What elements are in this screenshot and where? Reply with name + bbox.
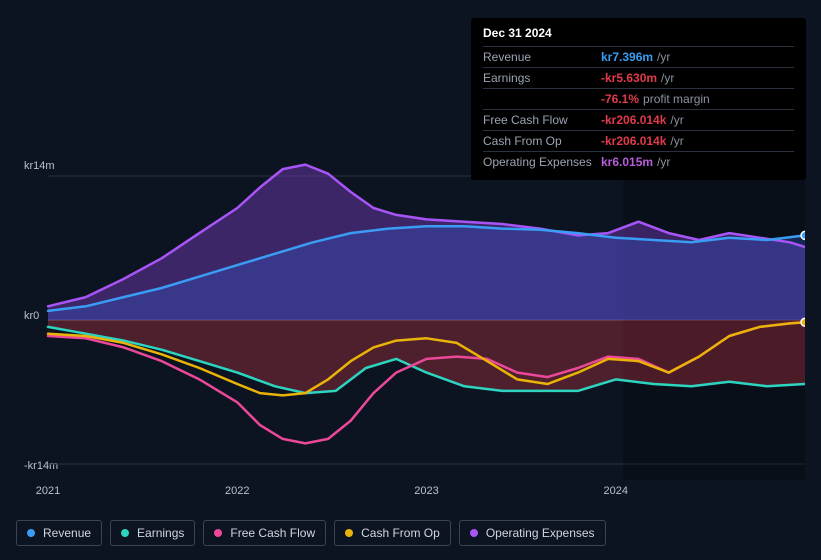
x-axis: 2021 2022 2023 2024 bbox=[16, 485, 805, 505]
legend-swatch bbox=[345, 529, 353, 537]
chart-tooltip: Dec 31 2024 Revenuekr7.396m/yrEarnings-k… bbox=[471, 18, 806, 180]
financial-chart[interactable] bbox=[16, 160, 805, 480]
legend-label: Revenue bbox=[43, 526, 91, 540]
legend-item[interactable]: Operating Expenses bbox=[459, 520, 606, 546]
chart-legend: Revenue Earnings Free Cash Flow Cash From O… bbox=[16, 520, 606, 546]
legend-swatch bbox=[121, 529, 129, 537]
tooltip-row-label: Free Cash Flow bbox=[483, 113, 601, 127]
tooltip-row: Cash From Op-kr206.014k/yr bbox=[483, 130, 794, 151]
tooltip-row-value: kr7.396m bbox=[601, 50, 653, 64]
tooltip-row-value: -76.1% bbox=[601, 92, 639, 106]
legend-item[interactable]: Earnings bbox=[110, 520, 195, 546]
tooltip-row-suffix: /yr bbox=[657, 155, 670, 169]
x-tick: 2024 bbox=[604, 485, 628, 497]
tooltip-row: Revenuekr7.396m/yr bbox=[483, 46, 794, 67]
tooltip-row-value: -kr206.014k bbox=[601, 134, 666, 148]
chart-svg bbox=[16, 160, 805, 480]
tooltip-title: Dec 31 2024 bbox=[483, 26, 794, 46]
legend-swatch bbox=[470, 529, 478, 537]
legend-swatch bbox=[27, 529, 35, 537]
x-tick: 2021 bbox=[36, 485, 60, 497]
tooltip-row-label: Earnings bbox=[483, 71, 601, 85]
legend-label: Free Cash Flow bbox=[230, 526, 315, 540]
tooltip-row: Free Cash Flow-kr206.014k/yr bbox=[483, 109, 794, 130]
tooltip-row-value: kr6.015m bbox=[601, 155, 653, 169]
tooltip-row: Earnings-kr5.630m/yr bbox=[483, 67, 794, 88]
legend-item[interactable]: Revenue bbox=[16, 520, 102, 546]
legend-item[interactable]: Free Cash Flow bbox=[203, 520, 326, 546]
legend-label: Cash From Op bbox=[361, 526, 440, 540]
legend-label: Earnings bbox=[137, 526, 184, 540]
legend-swatch bbox=[214, 529, 222, 537]
x-tick: 2022 bbox=[225, 485, 249, 497]
tooltip-row: -76.1% profit margin bbox=[483, 88, 794, 109]
legend-item[interactable]: Cash From Op bbox=[334, 520, 451, 546]
tooltip-rows: Revenuekr7.396m/yrEarnings-kr5.630m/yr-7… bbox=[483, 46, 794, 172]
tooltip-row-suffix: /yr bbox=[657, 50, 670, 64]
tooltip-row-label: Revenue bbox=[483, 50, 601, 64]
tooltip-row-label: Cash From Op bbox=[483, 134, 601, 148]
tooltip-row-suffix: profit margin bbox=[643, 92, 710, 106]
tooltip-row-suffix: /yr bbox=[670, 113, 683, 127]
x-tick: 2023 bbox=[414, 485, 438, 497]
tooltip-row-suffix: /yr bbox=[661, 71, 674, 85]
legend-label: Operating Expenses bbox=[486, 526, 595, 540]
tooltip-row-value: -kr206.014k bbox=[601, 113, 666, 127]
tooltip-row-value: -kr5.630m bbox=[601, 71, 657, 85]
tooltip-row-suffix: /yr bbox=[670, 134, 683, 148]
tooltip-row: Operating Expenseskr6.015m/yr bbox=[483, 151, 794, 172]
tooltip-row-label: Operating Expenses bbox=[483, 155, 601, 169]
